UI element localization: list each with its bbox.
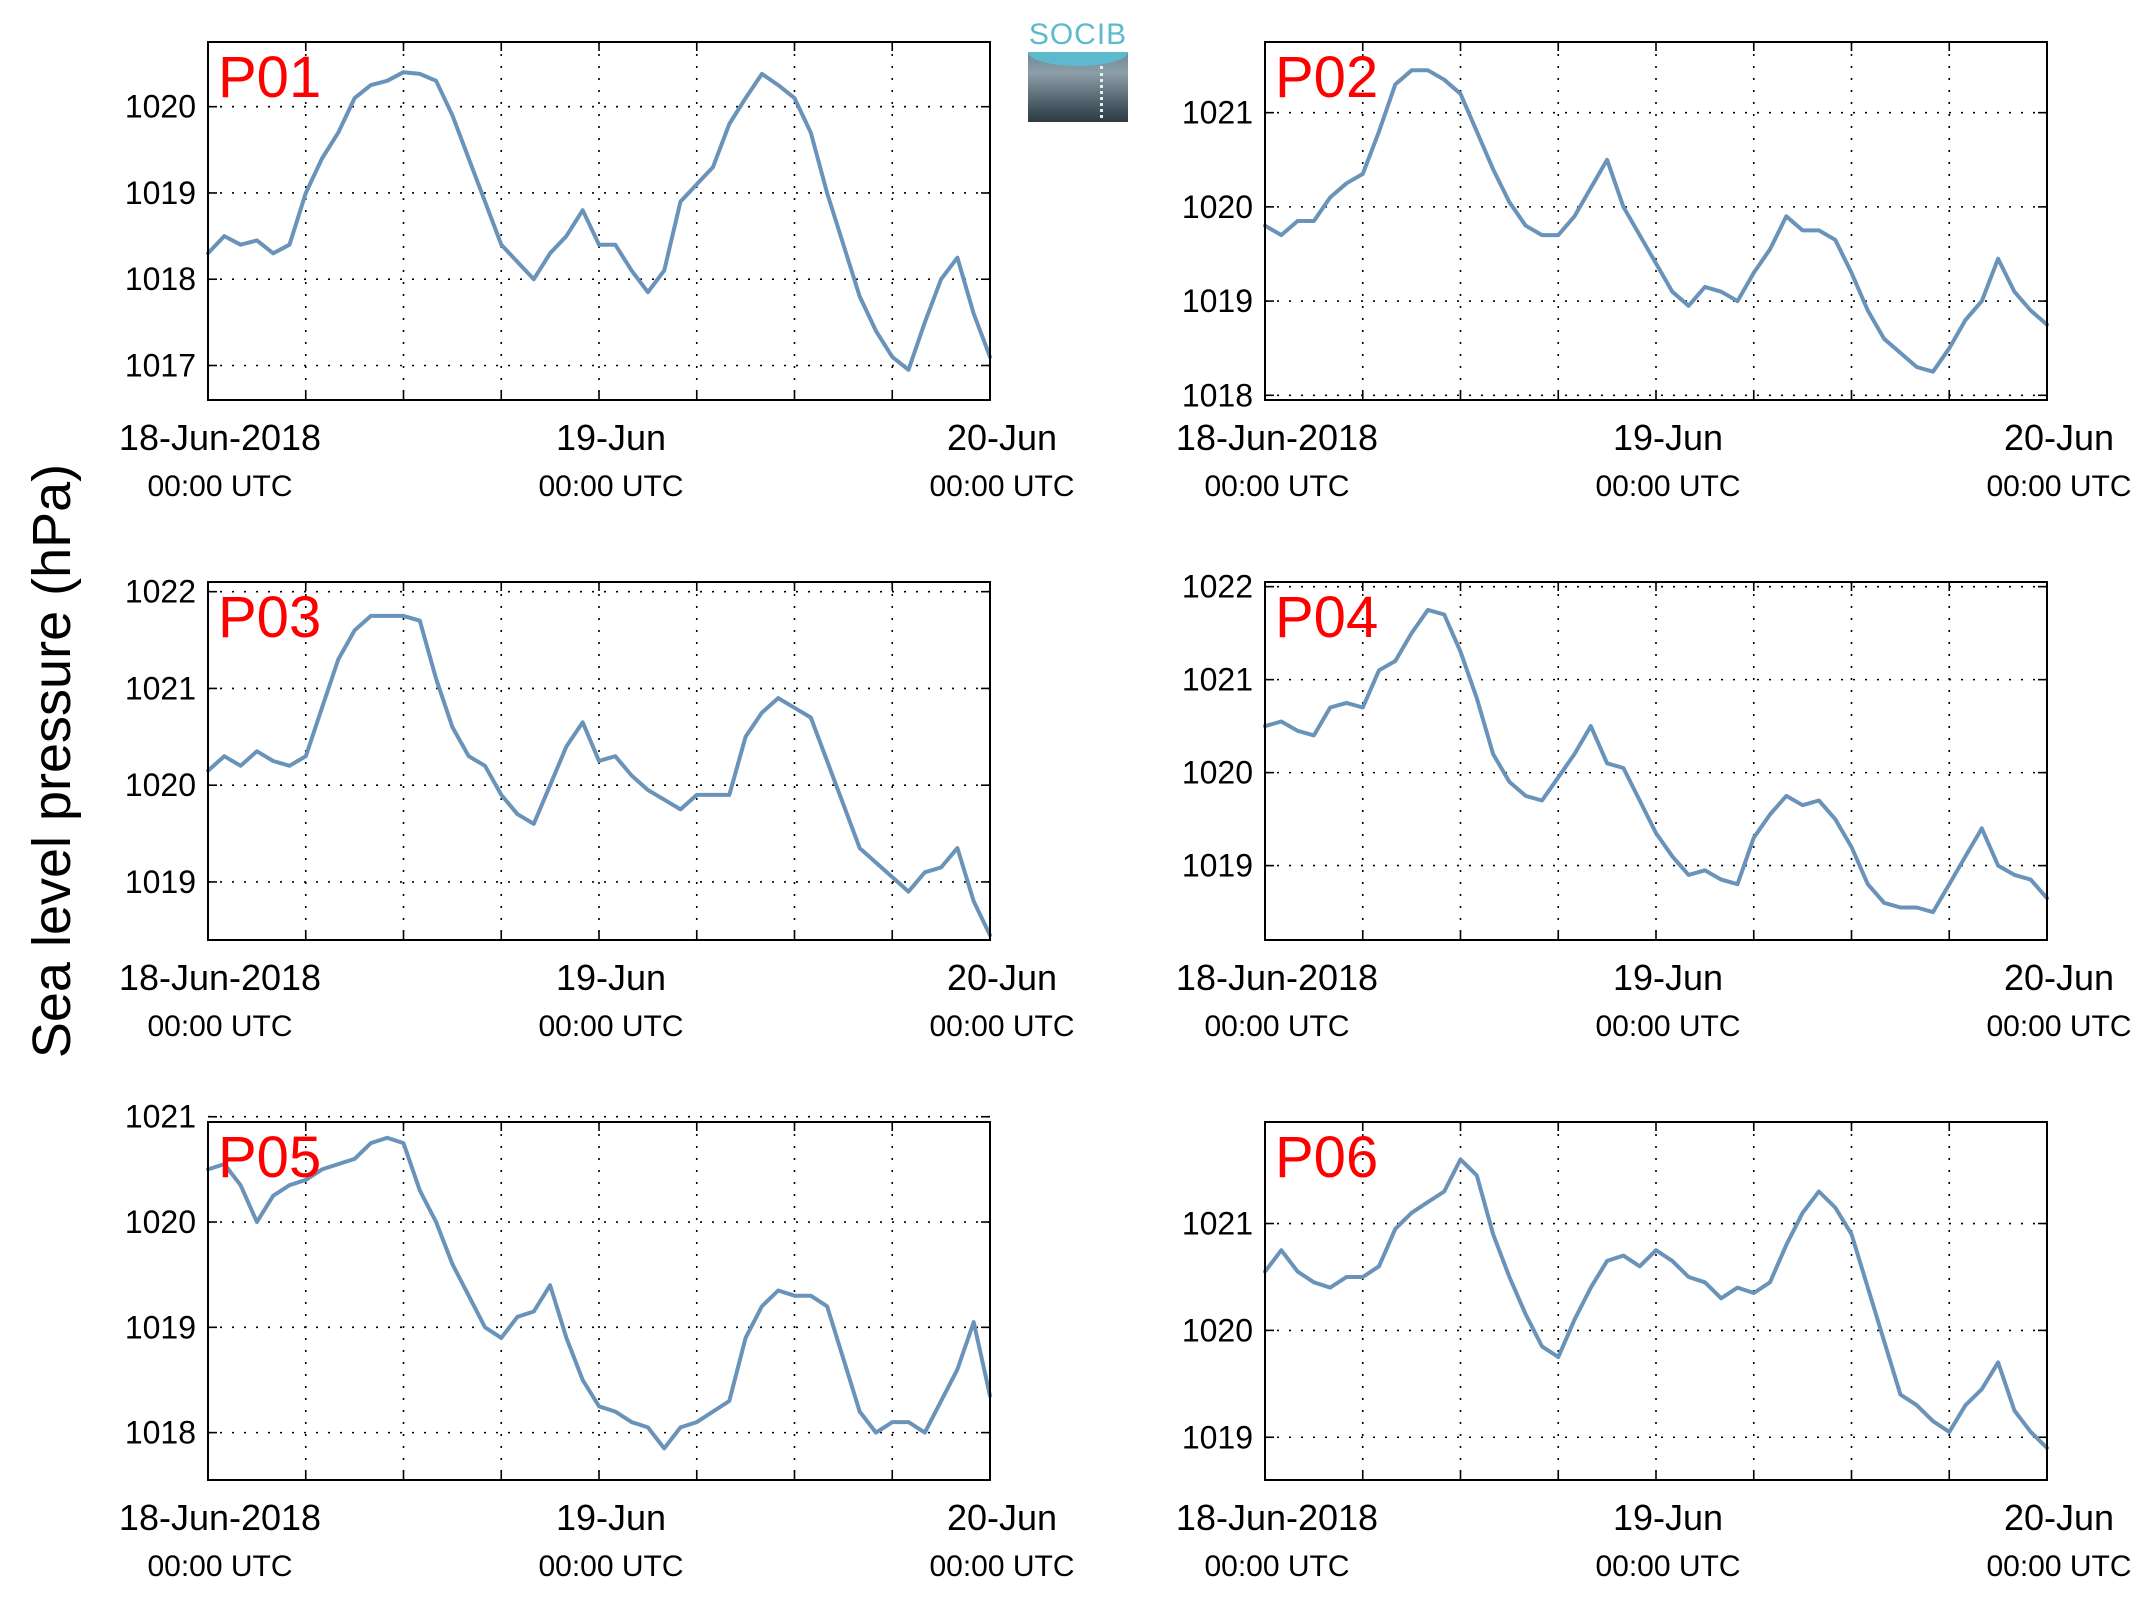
x-tick-time-label: 00:00 UTC [1595,1010,1740,1043]
y-tick-label: 1018 [125,1415,196,1451]
y-tick-label: 1020 [125,1204,196,1240]
x-tick-time-label: 00:00 UTC [147,1550,292,1583]
panel-p03: 1019 1020 1021 1022 18-Jun-2018 00:00 UTC 19-J… [119,574,1075,1043]
panel-label: P02 [1275,45,1378,110]
x-tick-date-label: 20-Jun [947,417,1057,458]
y-tick-label: 1020 [1182,755,1253,791]
x-tick-date-label: 18-Jun-2018 [1176,957,1378,998]
axes-frame [1264,581,2048,941]
y-tick-label: 1021 [125,1099,196,1135]
axes-frame [207,581,991,941]
y-tick-label: 1021 [1182,1206,1253,1242]
x-tick-date-label: 18-Jun-2018 [119,417,321,458]
x-tick-time-label: 00:00 UTC [1204,1010,1349,1043]
panel-label: P06 [1275,1125,1378,1190]
x-tick-date-label: 19-Jun [556,1497,666,1538]
x-tick-time-label: 00:00 UTC [1595,470,1740,503]
axes-frame [207,1121,991,1481]
panel-p02: 1018 1019 1020 1021 18-Jun-2018 00:00 UTC 19-J… [1176,41,2132,503]
panel-label: P01 [218,45,321,110]
x-tick-date-label: 19-Jun [556,417,666,458]
x-tick-date-label: 19-Jun [1613,957,1723,998]
y-tick-label: 1021 [125,670,196,706]
x-tick-date-label: 19-Jun [556,957,666,998]
y-tick-label: 1019 [125,175,196,211]
x-tick-date-label: 18-Jun-2018 [1176,1497,1378,1538]
axes-frame [1264,41,2048,401]
y-axis-label: Sea level pressure (hPa) [22,464,82,1058]
series-line-p01 [206,70,992,372]
y-tick-label: 1021 [1182,95,1253,131]
x-tick-date-label: 20-Jun [2004,957,2114,998]
x-tick-date-label: 20-Jun [947,1497,1057,1538]
panel-label: P05 [218,1125,321,1190]
x-tick-time-label: 00:00 UTC [538,1010,683,1043]
x-tick-date-label: 20-Jun [947,957,1057,998]
x-tick-date-label: 19-Jun [1613,417,1723,458]
x-tick-time-label: 00:00 UTC [1204,1550,1349,1583]
x-tick-time-label: 00:00 UTC [147,1010,292,1043]
x-tick-time-label: 00:00 UTC [1595,1550,1740,1583]
y-tick-label: 1021 [1182,662,1253,698]
x-tick-time-label: 00:00 UTC [1986,470,2131,503]
panel-label: P03 [218,585,321,650]
x-tick-date-label: 19-Jun [1613,1497,1723,1538]
panel-p01: 1017 1018 1019 1020 18-Jun-2018 00:00 UTC 19-J… [119,41,1075,503]
x-tick-time-label: 00:00 UTC [1986,1550,2131,1583]
x-tick-time-label: 00:00 UTC [538,470,683,503]
x-tick-time-label: 00:00 UTC [929,1550,1074,1583]
y-tick-label: 1020 [125,767,196,803]
y-tick-label: 1017 [125,347,196,383]
series-line-p04 [1263,607,2049,915]
panel-p04: 1019 1020 1021 1022 18-Jun-2018 00:00 UTC 19-J… [1176,569,2132,1043]
logo-wordmark: SOCIB [1028,18,1128,51]
y-tick-label: 1019 [1182,283,1253,319]
y-tick-label: 1020 [125,89,196,125]
y-tick-label: 1020 [1182,189,1253,225]
axes-frame [1264,1121,2048,1481]
x-tick-time-label: 00:00 UTC [929,470,1074,503]
y-tick-label: 1019 [125,1309,196,1345]
panel-p05: 1018 1019 1020 1021 18-Jun-2018 00:00 UTC 19-J… [119,1099,1075,1583]
y-tick-label: 1019 [1182,1419,1253,1455]
y-tick-label: 1022 [1182,569,1253,605]
x-tick-date-label: 18-Jun-2018 [119,1497,321,1538]
socib-logo: SOCIB [1028,18,1128,122]
y-tick-label: 1018 [1182,377,1253,413]
x-tick-time-label: 00:00 UTC [1986,1010,2131,1043]
x-tick-time-label: 00:00 UTC [929,1010,1074,1043]
x-tick-date-label: 20-Jun [2004,1497,2114,1538]
y-tick-label: 1019 [1182,848,1253,884]
logo-emblem [1028,52,1128,122]
y-tick-label: 1020 [1182,1312,1253,1348]
y-tick-label: 1022 [125,574,196,610]
y-tick-label: 1018 [125,261,196,297]
x-tick-date-label: 18-Jun-2018 [1176,417,1378,458]
series-line-p06 [1263,1157,2049,1450]
y-tick-label: 1019 [125,864,196,900]
x-tick-date-label: 18-Jun-2018 [119,957,321,998]
panel-p06: 1019 1020 1021 18-Jun-2018 00:00 UTC 19-Jun 00… [1176,1121,2132,1583]
series-line-p05 [206,1135,992,1451]
x-tick-time-label: 00:00 UTC [1204,470,1349,503]
panel-label: P04 [1275,585,1378,650]
series-line-p03 [206,613,992,938]
series-line-p02 [1263,68,2049,374]
x-tick-date-label: 20-Jun [2004,417,2114,458]
x-tick-time-label: 00:00 UTC [538,1550,683,1583]
axes-frame [207,41,991,401]
x-tick-time-label: 00:00 UTC [147,470,292,503]
